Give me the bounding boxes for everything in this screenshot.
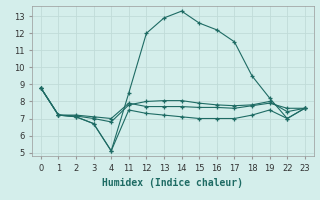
X-axis label: Humidex (Indice chaleur): Humidex (Indice chaleur) <box>102 178 243 188</box>
